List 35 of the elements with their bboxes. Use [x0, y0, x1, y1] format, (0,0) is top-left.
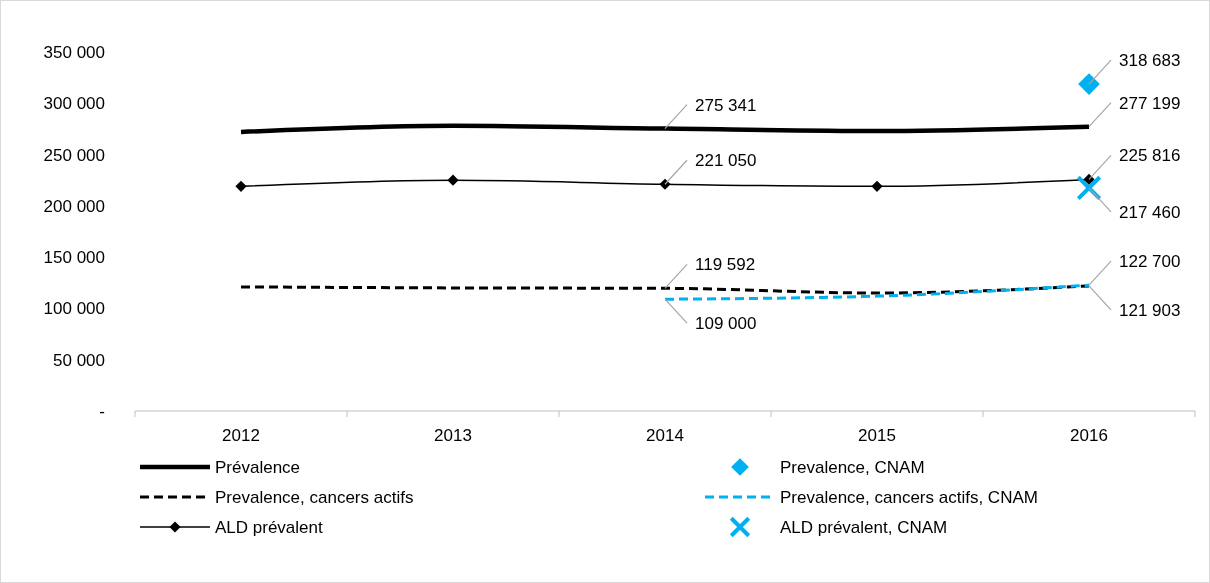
point — [447, 174, 459, 186]
y-tick-label: - — [99, 401, 105, 421]
legend-label: Prevalence, cancers actifs — [215, 487, 414, 507]
x-tick-label: 2016 — [1070, 426, 1108, 445]
point — [871, 180, 883, 192]
data-label: 122 700 — [1119, 252, 1181, 272]
line-series — [239, 284, 1091, 295]
y-tick-label: 350 000 — [43, 42, 105, 62]
data-label: 119 592 — [695, 255, 756, 275]
data-label: 225 816 — [1119, 146, 1181, 166]
y-tick-label: 50 000 — [53, 350, 105, 370]
legend-label: ALD prévalent — [215, 517, 323, 537]
data-label: 217 460 — [1119, 202, 1181, 222]
y-tick-label: 150 000 — [43, 248, 105, 268]
x-tick-label: 2015 — [858, 426, 896, 445]
y-tick-label: 200 000 — [43, 196, 105, 216]
legend-label: Prevalence, cancers actifs, CNAM — [780, 487, 1038, 507]
x-tick-label: 2012 — [222, 426, 260, 445]
data-label: 221 050 — [695, 151, 757, 171]
data-label: 109 000 — [695, 314, 757, 334]
legend-label: Prevalence, CNAM — [780, 457, 925, 477]
line-series — [238, 123, 1092, 135]
y-tick-label: 300 000 — [43, 94, 105, 114]
point — [235, 180, 247, 192]
legend-label: ALD prévalent, CNAM — [780, 517, 948, 537]
data-label: 275 341 — [695, 95, 757, 115]
point — [1078, 73, 1100, 95]
x-tick-label: 2014 — [646, 426, 684, 445]
x-tick-label: 2013 — [434, 426, 472, 445]
data-label: 121 903 — [1119, 300, 1181, 320]
data-label: 277 199 — [1119, 93, 1181, 113]
y-tick-label: 250 000 — [43, 145, 105, 165]
legend-label: Prévalence — [215, 457, 301, 477]
data-label: 318 683 — [1119, 51, 1181, 71]
y-tick-label: 100 000 — [43, 299, 105, 319]
